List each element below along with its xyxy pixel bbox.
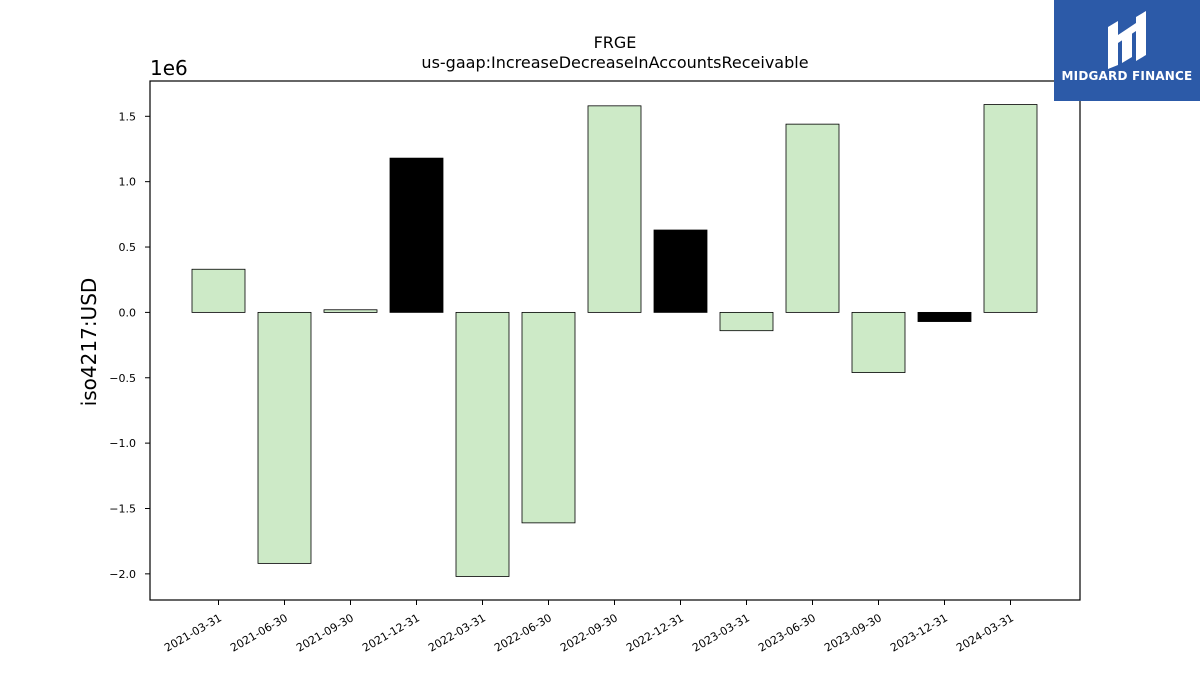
x-tick-label: 2021-12-31 xyxy=(360,611,422,654)
logo-badge: MIDGARD FINANCE xyxy=(1054,0,1200,101)
x-tick-label: 2022-09-30 xyxy=(558,611,620,654)
x-tick-label: 2021-03-31 xyxy=(162,611,224,654)
bar-2022-03-31 xyxy=(455,311,510,577)
bar-2021-12-31 xyxy=(389,157,444,313)
midgard-logo-icon xyxy=(1108,11,1146,69)
bar-2022-09-30 xyxy=(587,105,642,313)
y-tick-label: 0.0 xyxy=(119,306,137,319)
x-tick-label: 2022-03-31 xyxy=(426,611,488,654)
x-tick-label: 2021-09-30 xyxy=(294,611,356,654)
bar-2022-06-30 xyxy=(521,311,576,524)
x-tick-label: 2023-03-31 xyxy=(690,611,752,654)
bar-2024-03-31 xyxy=(983,104,1038,313)
x-tick-label: 2023-06-30 xyxy=(756,611,818,654)
bar-2023-06-30 xyxy=(785,123,840,313)
bar-2021-09-30 xyxy=(323,309,378,313)
bar-2023-03-31 xyxy=(719,311,774,332)
y-tick-label: 0.5 xyxy=(119,241,137,254)
y-tick-label: −2.0 xyxy=(109,568,136,581)
x-tick-label: 2023-09-30 xyxy=(822,611,884,654)
bar-2021-06-30 xyxy=(257,311,312,564)
bars-group xyxy=(191,104,1038,577)
x-tick-label: 2021-06-30 xyxy=(228,611,290,654)
plot-frame xyxy=(149,80,1081,601)
y-tick-label: −0.5 xyxy=(109,372,136,385)
x-ticks-group: 2021-03-31 2021-06-30 2021-09-30 2021-12-31… xyxy=(162,600,1016,655)
y-tick-label: 1.5 xyxy=(119,110,137,123)
y-tick-label: 1.0 xyxy=(119,176,137,189)
y-tick-label: −1.5 xyxy=(109,502,136,515)
chart-title: FRGE xyxy=(594,33,637,52)
x-tick-label: 2022-12-31 xyxy=(624,611,686,654)
y-offset-label: 1e6 xyxy=(150,56,188,80)
y-tick-label: −1.0 xyxy=(109,437,136,450)
y-ticks-group: −2.0 −1.5 −1.0 −0.5 0.0 0.5 1.0 1.5 xyxy=(109,110,150,581)
x-tick-label: 2024-03-31 xyxy=(954,611,1016,654)
bar-2022-12-31 xyxy=(653,229,708,313)
bar-2021-03-31 xyxy=(191,268,246,313)
x-tick-label: 2022-06-30 xyxy=(492,611,554,654)
bar-2023-09-30 xyxy=(851,311,906,373)
x-tick-label: 2023-12-31 xyxy=(888,611,950,654)
y-axis-label: iso4217:USD xyxy=(77,278,101,407)
logo-text: MIDGARD FINANCE xyxy=(1061,69,1193,83)
chart-subtitle: us-gaap:IncreaseDecreaseInAccountsReceiv… xyxy=(421,53,808,72)
bar-2023-12-31 xyxy=(917,311,972,322)
